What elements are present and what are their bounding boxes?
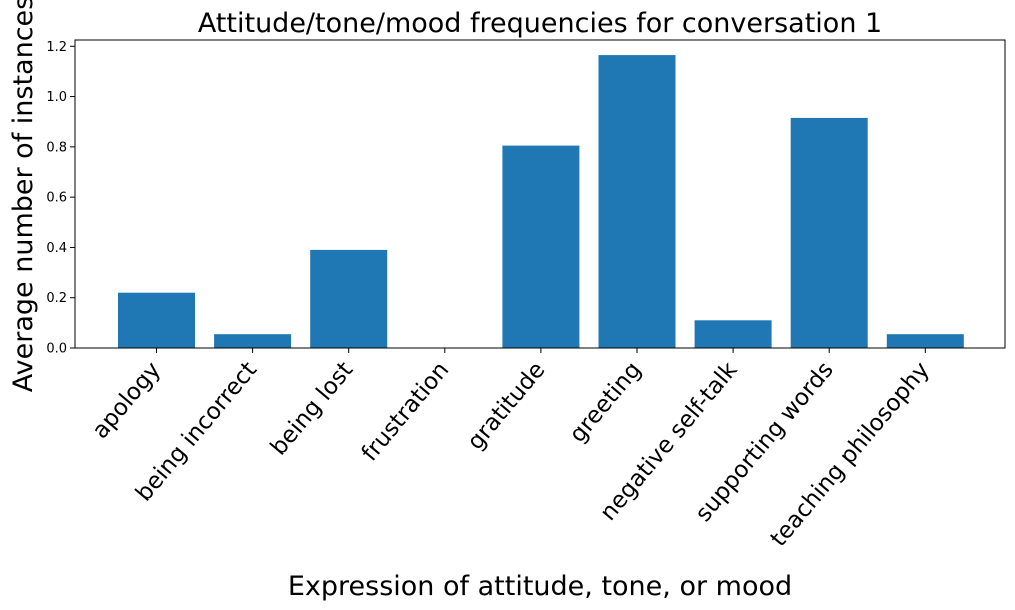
bar-negative-self-talk (694, 320, 772, 348)
bar-apology (118, 292, 195, 348)
chart-title: Attitude/tone/mood frequencies for conve… (198, 8, 882, 39)
y-tick-label: 0.2 (46, 291, 67, 306)
x-axis-label: Expression of attitude, tone, or mood (288, 571, 792, 602)
bars-group (118, 55, 964, 349)
y-axis-label: Average number of instances (8, 0, 39, 392)
bar-gratitude (502, 145, 580, 348)
x-tick-label: teaching philosophy (766, 357, 935, 552)
bar-supporting-words (790, 117, 868, 349)
x-tick-label: greeting (565, 357, 647, 448)
y-tick-label: 0.8 (46, 140, 67, 155)
bar-teaching-philosophy (886, 334, 964, 348)
bar-being-lost (310, 249, 388, 348)
bar-being-incorrect (214, 334, 292, 348)
bar-greeting (598, 55, 676, 348)
x-tick-label: apology (87, 357, 166, 444)
y-tick-label: 0.6 (46, 191, 67, 206)
plot-frame (74, 39, 1006, 349)
y-tick-label: 1.0 (46, 90, 67, 105)
x-tick-label: frustration (357, 357, 455, 466)
y-axis: 0.0 0.2 0.4 0.6 0.8 1.0 1.2 (46, 40, 75, 357)
x-tick-label: gratitude (463, 357, 551, 455)
x-tick-label: being lost (266, 357, 359, 460)
y-tick-label: 0.4 (46, 241, 67, 256)
y-tick-label: 1.2 (46, 40, 67, 55)
y-tick-label: 0.0 (46, 342, 67, 357)
